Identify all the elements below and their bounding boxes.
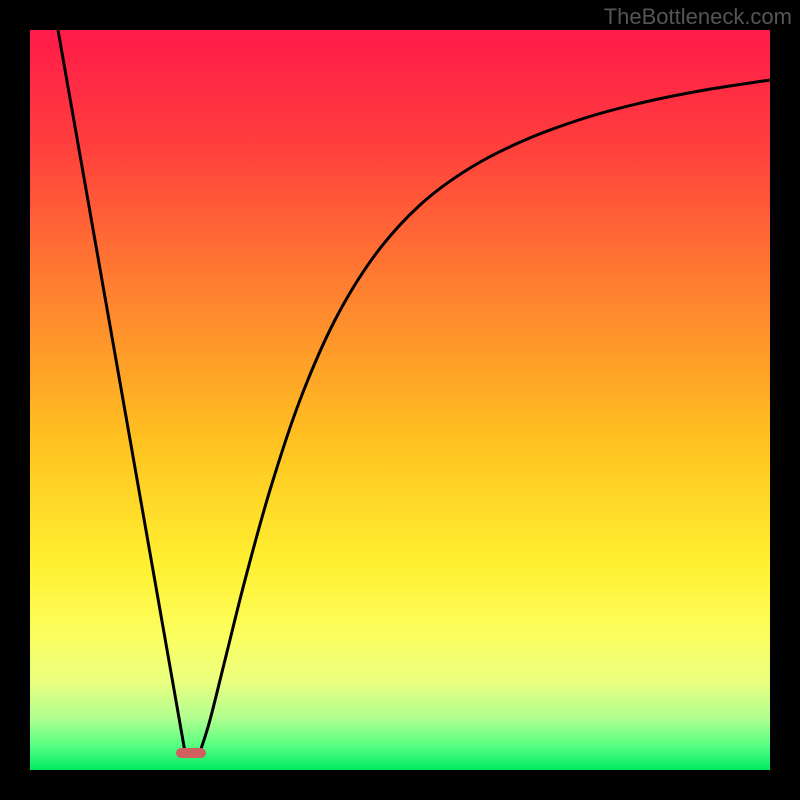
bottleneck-chart (0, 0, 800, 800)
watermark-text: TheBottleneck.com (604, 4, 792, 30)
chart-background (30, 30, 770, 770)
min-marker (176, 748, 206, 758)
chart-container: TheBottleneck.com (0, 0, 800, 800)
